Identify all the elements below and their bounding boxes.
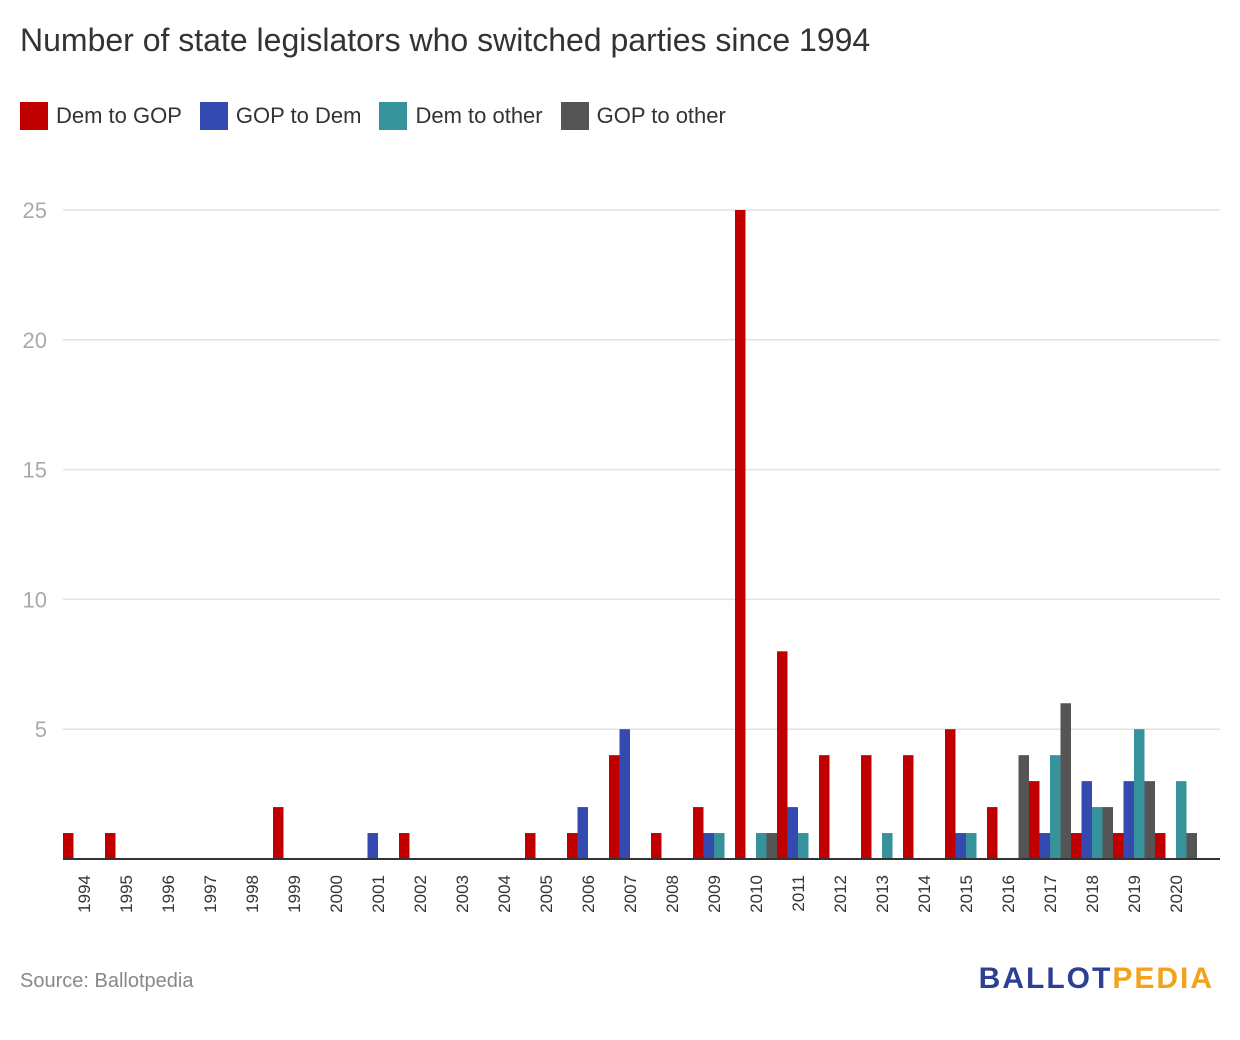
- legend-item-dem-to-gop: Dem to GOP: [20, 102, 182, 130]
- bar-gop-to-dem-2007: [619, 729, 630, 859]
- bar-dem-to-gop-2009: [693, 807, 704, 859]
- bar-dem-to-gop-2002: [399, 833, 410, 859]
- x-tick-label-2019: 2019: [1125, 875, 1144, 913]
- bar-dem-to-gop-2007: [609, 755, 620, 859]
- bar-dem-to-other-2011: [798, 833, 809, 859]
- x-tick-label-2004: 2004: [495, 875, 514, 913]
- legend-swatch-dem-to-other: [379, 102, 408, 130]
- legend-swatch-dem-to-gop: [20, 102, 48, 130]
- x-tick-label-2013: 2013: [873, 875, 892, 913]
- ballotpedia-logo: BALLOTPEDIA: [979, 962, 1214, 996]
- bar-dem-to-gop-2011: [777, 651, 788, 859]
- x-tick-label-2002: 2002: [411, 875, 430, 913]
- legend-label-gop-to-dem: GOP to Dem: [235, 103, 362, 128]
- y-tick-label-15: 15: [23, 458, 47, 483]
- x-tick-label-2020: 2020: [1167, 875, 1186, 913]
- y-tick-label-25: 25: [23, 198, 47, 223]
- x-tick-label-2012: 2012: [831, 875, 850, 913]
- legend-label-dem-to-other: Dem to other: [415, 103, 543, 128]
- logo-part-ballot: BALLOT: [978, 962, 1113, 995]
- x-tick-label-2014: 2014: [915, 875, 934, 913]
- bar-dem-to-gop-2014: [903, 755, 914, 859]
- bar-gop-to-dem-2017: [1039, 833, 1050, 859]
- x-tick-label-2018: 2018: [1083, 875, 1102, 913]
- bar-gop-to-dem-2009: [703, 833, 714, 859]
- x-tick-label-1999: 1999: [285, 875, 304, 913]
- bar-dem-to-gop-2017: [1029, 781, 1040, 859]
- bar-dem-to-other-2010: [756, 833, 767, 859]
- x-tick-label-2006: 2006: [579, 875, 598, 913]
- legend-label-gop-to-other: GOP to other: [596, 103, 726, 128]
- bar-dem-to-gop-2010: [735, 210, 746, 859]
- legend: Dem to GOP GOP to Dem Dem to other GOP t…: [20, 102, 744, 130]
- bar-gop-to-dem-2006: [577, 807, 588, 859]
- x-tick-label-1996: 1996: [159, 875, 178, 913]
- bar-dem-to-gop-1995: [105, 833, 116, 859]
- x-tick-label-2005: 2005: [537, 875, 556, 913]
- bar-dem-to-other-2013: [882, 833, 893, 859]
- bar-gop-to-other-2019: [1144, 781, 1155, 859]
- legend-item-gop-to-other: GOP to other: [560, 102, 726, 130]
- bar-dem-to-other-2017: [1050, 755, 1061, 859]
- x-tick-label-2017: 2017: [1041, 875, 1060, 913]
- x-tick-label-2016: 2016: [999, 875, 1018, 913]
- x-tick-label-1994: 1994: [75, 875, 94, 913]
- x-tick-label-1997: 1997: [201, 875, 220, 913]
- bar-dem-to-other-2019: [1134, 729, 1145, 859]
- bar-gop-to-dem-2001: [367, 833, 378, 859]
- bar-gop-to-other-2016: [1018, 755, 1029, 859]
- x-tick-label-2010: 2010: [747, 875, 766, 913]
- bar-gop-to-dem-2018: [1081, 781, 1092, 859]
- bar-dem-to-gop-2012: [819, 755, 830, 859]
- legend-label-dem-to-gop: Dem to GOP: [56, 103, 182, 128]
- bar-gop-to-dem-2019: [1123, 781, 1134, 859]
- x-tick-label-2008: 2008: [663, 875, 682, 913]
- x-tick-label-2003: 2003: [453, 875, 472, 913]
- bar-dem-to-gop-2018: [1071, 833, 1082, 859]
- x-tick-label-2009: 2009: [705, 875, 724, 913]
- bar-dem-to-gop-2015: [945, 729, 956, 859]
- bar-dem-to-gop-2016: [987, 807, 998, 859]
- y-tick-label-10: 10: [23, 587, 47, 612]
- bar-dem-to-gop-2008: [651, 833, 662, 859]
- legend-swatch-gop-to-dem: [199, 102, 228, 130]
- bar-dem-to-gop-2013: [861, 755, 872, 859]
- bar-dem-to-gop-2005: [525, 833, 536, 859]
- bar-dem-to-gop-1999: [273, 807, 284, 859]
- bar-dem-to-gop-1994: [63, 833, 74, 859]
- bar-dem-to-gop-2020: [1155, 833, 1166, 859]
- bar-gop-to-other-2017: [1060, 703, 1071, 859]
- bar-gop-to-dem-2015: [955, 833, 966, 859]
- x-tick-label-2001: 2001: [369, 875, 388, 913]
- y-tick-label-5: 5: [35, 717, 47, 742]
- y-tick-label-20: 20: [23, 328, 47, 353]
- legend-swatch-gop-to-other: [560, 102, 589, 130]
- x-tick-label-2011: 2011: [789, 875, 808, 912]
- chart-title: Number of state legislators who switched…: [20, 22, 871, 58]
- bar-dem-to-gop-2019: [1113, 833, 1124, 859]
- bar-gop-to-other-2018: [1102, 807, 1113, 859]
- bar-gop-to-dem-2011: [787, 807, 798, 859]
- legend-item-dem-to-other: Dem to other: [379, 102, 543, 130]
- legend-item-gop-to-dem: GOP to Dem: [199, 102, 362, 130]
- x-tick-label-2000: 2000: [327, 875, 346, 913]
- x-tick-label-2015: 2015: [957, 875, 976, 913]
- bar-dem-to-other-2020: [1176, 781, 1187, 859]
- bar-dem-to-other-2015: [966, 833, 977, 859]
- x-tick-label-1995: 1995: [117, 875, 136, 913]
- x-tick-label-1998: 1998: [243, 875, 262, 913]
- source-note: Source: Ballotpedia: [20, 970, 194, 992]
- bar-dem-to-other-2009: [714, 833, 725, 859]
- bar-gop-to-other-2020: [1186, 833, 1197, 859]
- logo-part-pedia: PEDIA: [1112, 962, 1214, 995]
- x-tick-label-2007: 2007: [621, 875, 640, 913]
- bar-gop-to-other-2010: [766, 833, 777, 859]
- bar-dem-to-gop-2006: [567, 833, 578, 859]
- bar-dem-to-other-2018: [1092, 807, 1103, 859]
